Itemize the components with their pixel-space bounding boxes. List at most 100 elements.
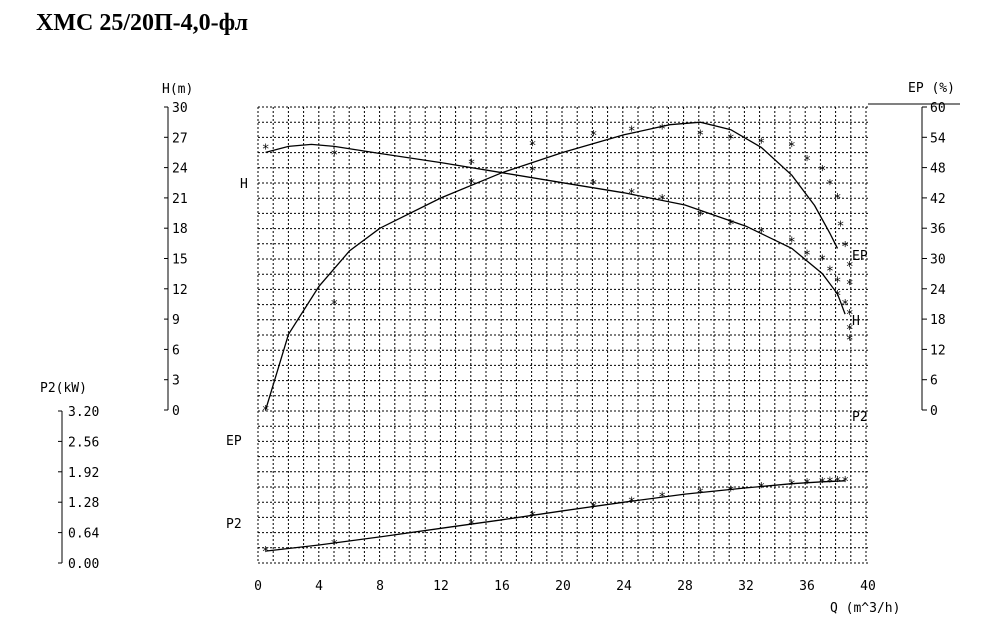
x-axis-tick-label: 0	[254, 579, 262, 594]
ep-data-point: *	[846, 260, 854, 275]
h-data-point: *	[330, 148, 338, 163]
p2-data-point: *	[468, 518, 476, 533]
ep-data-point: *	[818, 164, 826, 179]
h-axis-label: H(m)	[162, 82, 193, 97]
p2-axis-tick-label: 0.64	[68, 527, 99, 542]
p2-data-point: *	[834, 475, 842, 490]
x-axis-label: Q (m^3/h)	[830, 601, 900, 616]
ep-data-point: *	[834, 192, 842, 207]
p2-axis-tick-label: 1.92	[68, 466, 99, 481]
h-data-point: *	[818, 254, 826, 269]
ep-axis-tick-label: 24	[930, 283, 946, 298]
ep-data-point: *	[826, 178, 834, 193]
h-axis-tick-label: 15	[172, 253, 188, 268]
h-data-point: *	[834, 276, 842, 291]
h-axis-tick-label: 9	[172, 313, 180, 328]
ep-data-point: *	[262, 404, 270, 419]
p2-curve	[265, 480, 846, 552]
h-data-point: *	[834, 289, 842, 304]
x-axis-tick-label: 28	[677, 579, 693, 594]
measured-points: * ** *** ****** ********** * * * * * *************…	[262, 123, 854, 560]
p2-data-point: *	[262, 545, 270, 560]
p2-data-point: *	[788, 479, 796, 494]
ep-data-point: *	[846, 278, 854, 293]
ep-curve-label-left: EP	[226, 434, 242, 449]
h-data-point: *	[628, 187, 636, 202]
ep-data-point: *	[330, 298, 338, 313]
p2-data-point: *	[529, 510, 537, 525]
h-axis-tick-label: 24	[172, 162, 188, 177]
h-data-point: *	[658, 193, 666, 208]
h-data-point: *	[696, 209, 704, 224]
p2-axis-tick-label: 2.56	[68, 435, 99, 450]
p2-data-point: *	[757, 481, 765, 496]
ep-data-point: *	[658, 123, 666, 138]
p2-data-point: *	[727, 484, 735, 499]
x-axis-tick-label: 20	[555, 579, 571, 594]
h-data-point: *	[590, 178, 598, 193]
ep-axis-tick-label: 6	[930, 374, 938, 389]
grid	[257, 106, 868, 564]
ep-axis-tick-label: 18	[930, 313, 946, 328]
h-data-point: *	[841, 298, 849, 313]
h-curve-label-left: H	[240, 177, 248, 192]
ep-data-point: *	[628, 125, 636, 140]
ep-data-point: *	[788, 140, 796, 155]
ep-data-point: *	[757, 136, 765, 151]
h-data-point: *	[468, 158, 476, 173]
p2-axis-tick-label: 0.00	[68, 557, 99, 572]
h-axis-tick-label: 21	[172, 192, 188, 207]
ep-axis-tick-label: 36	[930, 222, 946, 237]
p2-axis-tick-label: 3.20	[68, 405, 99, 420]
p2-data-point: *	[330, 538, 338, 553]
p2-data-point: *	[590, 501, 598, 516]
ep-data-point: *	[468, 177, 476, 192]
h-data-point: *	[262, 142, 270, 157]
ep-data-point: *	[841, 240, 849, 255]
h-axis-tick-label: 6	[172, 343, 180, 358]
h-data-point: *	[826, 265, 834, 280]
ep-data-point: *	[529, 139, 537, 154]
x-axis-tick-label: 8	[376, 579, 384, 594]
p2-data-point: *	[826, 475, 834, 490]
ep-data-point: *	[803, 154, 811, 169]
p2-axis-tick-label: 1.28	[68, 496, 99, 511]
p2-curve-label-left: P2	[226, 517, 242, 532]
h-data-point: *	[727, 218, 735, 233]
ep-data-point: *	[846, 333, 854, 348]
p2-data-point: *	[696, 487, 704, 502]
chart-title: ХМС 25/20П-4,0-фл	[36, 10, 249, 36]
h-axis-tick-label: 12	[172, 283, 188, 298]
x-axis-tick-label: 36	[799, 579, 815, 594]
h-data-point: *	[788, 235, 796, 250]
ep-axis-tick-label: 12	[930, 343, 946, 358]
ep-data-point: *	[837, 220, 845, 235]
x-axis-tick-label: 12	[433, 579, 449, 594]
curves	[264, 121, 846, 552]
h-axis-tick-label: 27	[172, 131, 188, 146]
ep-data-point: *	[846, 308, 854, 323]
p2-data-point: *	[841, 475, 849, 490]
x-axis-tick-label: 16	[494, 579, 510, 594]
h-curve-label-right: H	[852, 314, 860, 329]
h-data-point: *	[803, 248, 811, 263]
x-axis-tick-label: 24	[616, 579, 632, 594]
ep-axis-label: EP (%)	[908, 81, 955, 96]
ep-curve-label-right: EP	[852, 249, 868, 264]
p2-data-point: *	[803, 477, 811, 492]
h-data-point: *	[529, 165, 537, 180]
ep-data-point: *	[846, 323, 854, 338]
ep-axis-tick-label: 30	[930, 253, 946, 268]
p2-data-point: *	[658, 491, 666, 506]
ep-axis-tick-label: 0	[930, 404, 938, 419]
ep-axis-tick-label: 48	[930, 162, 946, 177]
h-axis-tick-label: 3	[172, 374, 180, 389]
ep-axis-tick-label: 42	[930, 192, 946, 207]
x-axis-tick-label: 4	[315, 579, 323, 594]
x-axis-tick-label: 32	[738, 579, 754, 594]
ep-data-point: *	[727, 132, 735, 147]
ep-data-point: *	[590, 129, 598, 144]
h-axis-tick-label: 0	[172, 404, 180, 419]
h-axis-tick-label: 18	[172, 222, 188, 237]
h-axis-tick-label: 30	[172, 101, 188, 116]
